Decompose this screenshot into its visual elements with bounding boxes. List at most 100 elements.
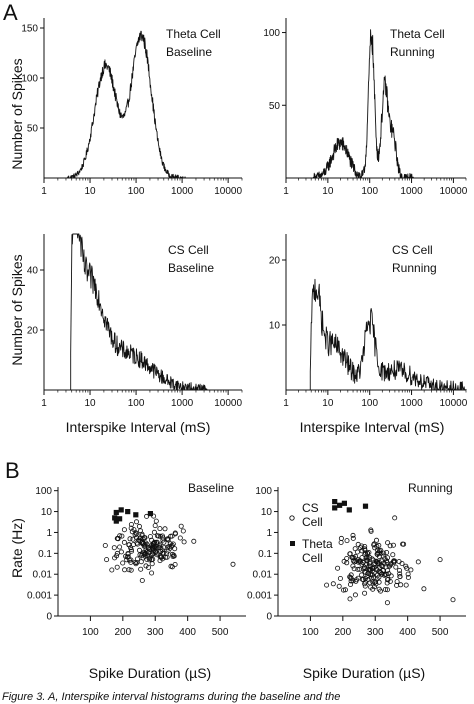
- cs-cell-point: [397, 571, 403, 577]
- y-tick-label: 50: [269, 101, 281, 112]
- panel-label-line: CS Cell: [168, 243, 209, 257]
- x-tick-label: 10000: [214, 186, 242, 197]
- y-tick-label: 100: [263, 28, 280, 39]
- cs-cell-point: [350, 578, 356, 584]
- y-tick-label: 100: [21, 74, 38, 85]
- x-tick-label: 400: [179, 627, 196, 638]
- cs-cell-point: [374, 551, 380, 557]
- cs-cell-point: [352, 592, 358, 598]
- x-tick-label: 10: [84, 186, 96, 197]
- cs-cell-point: [164, 554, 170, 560]
- x-title-duration-left: Spike Duration (µS): [89, 665, 211, 681]
- cs-cell-point: [181, 539, 187, 545]
- cs-cell-point: [150, 541, 156, 547]
- cs-cell-point: [405, 575, 411, 581]
- cs-cell-point: [362, 583, 368, 589]
- cs-cell-point: [364, 557, 370, 563]
- theta-cell-point: [125, 509, 131, 515]
- cs-cell-point: [366, 550, 372, 556]
- y-tick-label: 20: [27, 326, 39, 337]
- cs-cell-point: [140, 541, 146, 547]
- theta-cell-point: [117, 516, 123, 522]
- cs-cell-point: [372, 579, 378, 585]
- cs-cell-point: [134, 556, 140, 562]
- panel-label: Baseline: [188, 481, 234, 495]
- cs-cell-point: [352, 559, 358, 565]
- panel-letter-a: A: [3, 0, 18, 25]
- cs-cell-point: [378, 570, 384, 576]
- y-tick-label: 0.01: [253, 570, 273, 581]
- cs-cell-point: [102, 543, 108, 549]
- x-tick-label: 1000: [171, 186, 194, 197]
- x-title-duration-right: Spike Duration (µS): [303, 665, 425, 681]
- cs-cell-point: [397, 574, 403, 580]
- x-tick-label: 300: [147, 627, 164, 638]
- cs-cell-point: [368, 584, 374, 590]
- y-tick-label: 10: [269, 321, 281, 332]
- histogram-cs-cell-running: 1 10 100 1000 10000 10 20 CS Cell Running: [269, 234, 468, 409]
- cs-cell-point: [352, 546, 358, 552]
- cs-cell-point: [450, 597, 456, 603]
- cs-cell-point: [143, 563, 149, 569]
- cs-cell-point: [129, 529, 135, 535]
- cs-cell-point: [359, 543, 365, 549]
- panel-label-line: CS Cell: [392, 243, 433, 257]
- cs-cell-point: [128, 522, 134, 528]
- y-tick-label: 0: [46, 612, 52, 623]
- cs-cell-point: [180, 528, 186, 534]
- cs-cell-point: [376, 559, 382, 565]
- cs-cell-point: [126, 567, 132, 573]
- x-tick-label: 10: [84, 398, 96, 409]
- cs-cell-point: [154, 533, 160, 539]
- cs-cell-point: [348, 578, 354, 584]
- y-tick-label: 0.01: [33, 570, 53, 581]
- cs-cell-point: [384, 555, 390, 561]
- y-tick-label: 100: [255, 486, 272, 497]
- cs-cell-point: [363, 550, 369, 556]
- cs-cell-point: [135, 541, 141, 547]
- cs-cell-point: [387, 563, 393, 569]
- cs-cell-point: [151, 529, 157, 535]
- cs-cell-point: [362, 590, 368, 596]
- cs-cell-point: [385, 568, 391, 574]
- cs-cell-point: [157, 526, 163, 532]
- cs-cell-point: [376, 548, 382, 554]
- cs-cell-point: [336, 583, 342, 589]
- cs-cell-point: [157, 543, 163, 549]
- cs-cell-point: [109, 567, 115, 573]
- cs-cell-point: [380, 563, 386, 569]
- cs-cell-point: [386, 571, 392, 577]
- x-tick-label: 10: [322, 186, 334, 197]
- x-tick-label: 100: [82, 627, 99, 638]
- x-tick-label: 10: [322, 398, 334, 409]
- cs-cell-point: [114, 550, 120, 556]
- legend-theta-label-line2: Cell: [302, 551, 323, 565]
- cs-cell-point: [159, 547, 165, 553]
- cs-cell-point: [140, 555, 146, 561]
- x-tick-label: 100: [361, 398, 378, 409]
- x-tick-label: 300: [367, 627, 384, 638]
- x-tick-label: 100: [128, 398, 145, 409]
- cs-cell-point: [138, 566, 144, 572]
- y-tick-label: 100: [35, 486, 52, 497]
- cs-cell-point: [350, 532, 356, 538]
- cs-cell-point: [355, 566, 361, 572]
- cs-cell-point: [415, 559, 421, 565]
- cs-cell-point: [348, 572, 354, 578]
- legend-cs-marker: [289, 515, 295, 521]
- cs-cell-point: [381, 550, 387, 556]
- cs-cell-point: [151, 540, 157, 546]
- cs-cell-point: [371, 561, 377, 567]
- cs-cell-point: [104, 557, 110, 563]
- y-tick-label: 10: [261, 507, 273, 518]
- y-title-histogram-bottom: Number of Spikes: [9, 254, 25, 365]
- cs-cell-point: [385, 540, 391, 546]
- cs-cell-point: [153, 518, 159, 524]
- cs-cell-point: [121, 539, 127, 545]
- cs-cell-point: [126, 542, 132, 548]
- cs-cell-point: [362, 544, 368, 550]
- theta-cell-point: [118, 507, 124, 513]
- cs-cell-point: [359, 572, 365, 578]
- scatter-running: CS Cell Theta Cell 100 200 300 400 500100101…: [247, 481, 466, 638]
- x-tick-label: 1000: [400, 398, 423, 409]
